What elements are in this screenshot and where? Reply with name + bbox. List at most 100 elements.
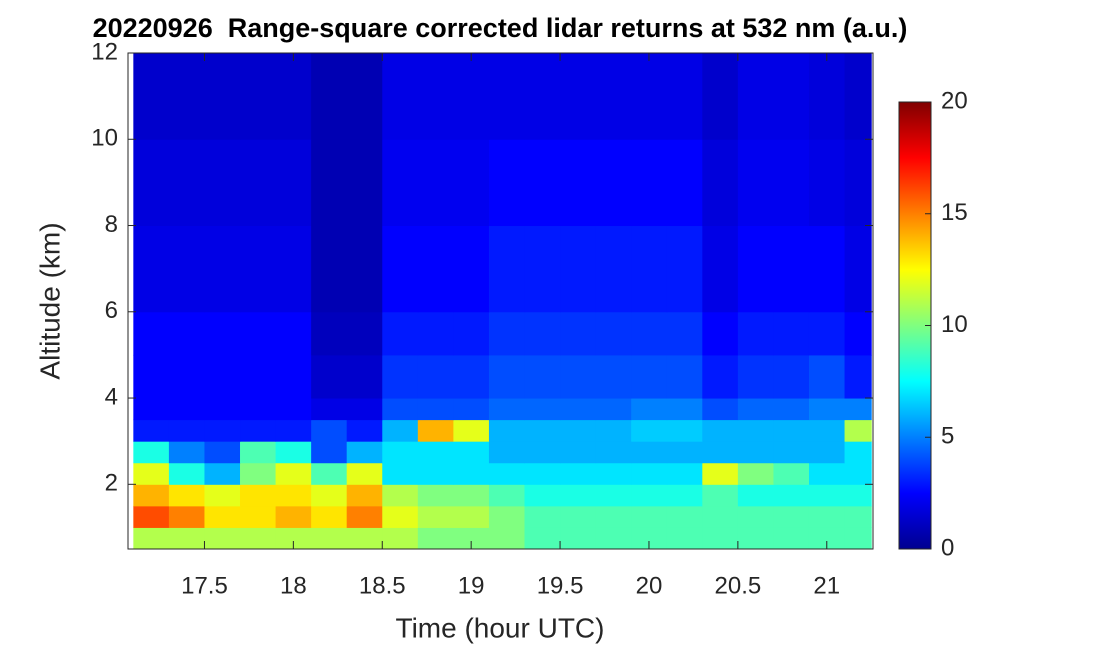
heatmap-cell [311, 441, 348, 464]
heatmap-cell [595, 462, 632, 485]
colorbar-tick-label: 10 [941, 311, 968, 338]
heatmap-cell [595, 139, 632, 227]
heatmap-cell [453, 484, 490, 507]
y-tick-label: 8 [105, 211, 118, 238]
heatmap-cell [773, 354, 810, 399]
heatmap-cell [844, 441, 872, 464]
heatmap-cell [133, 441, 170, 464]
heatmap-cell [240, 419, 277, 442]
heatmap-cell [595, 311, 632, 356]
heatmap-cell [737, 225, 774, 313]
heatmap-cell [240, 484, 277, 507]
heatmap-cell [453, 462, 490, 485]
x-tick-label: 18 [280, 572, 307, 599]
heatmap-cell [204, 505, 241, 528]
heatmap-cell [204, 419, 241, 442]
heatmap-cell [773, 441, 810, 464]
plot-frame [127, 52, 874, 550]
heatmap-cell [560, 527, 597, 550]
heatmap-cell [240, 311, 277, 356]
heatmap-cell [560, 225, 597, 313]
heatmap-cell [737, 484, 774, 507]
heatmap-cell [453, 225, 490, 313]
heatmap-cell [773, 527, 810, 550]
heatmap-cell [346, 398, 383, 421]
heatmap-cell [417, 53, 454, 140]
heatmap-cell [488, 311, 526, 356]
heatmap-cell [773, 311, 810, 356]
heatmap-cell [382, 484, 419, 507]
heatmap-cell [844, 311, 872, 356]
heatmap-cell [275, 139, 312, 227]
colorbar-tick-label: 0 [941, 534, 954, 561]
heatmap-cell [524, 398, 561, 421]
heatmap-cell [311, 354, 348, 399]
heatmap-cell [488, 484, 526, 507]
heatmap-cell [311, 225, 348, 313]
heatmap-cell [702, 398, 739, 421]
heatmap-cell [417, 225, 454, 313]
heatmap-cell [382, 419, 419, 442]
heatmap-cell [346, 419, 383, 442]
x-tick-label: 18.5 [359, 572, 406, 599]
heatmap-cell [666, 527, 703, 550]
y-tick-label: 6 [105, 297, 118, 324]
heatmap-cell [560, 419, 597, 442]
heatmap-cell [488, 53, 526, 140]
heatmap-cell [631, 225, 668, 313]
heatmap-cell [666, 441, 703, 464]
x-tick-label: 17.5 [181, 572, 228, 599]
heatmap-cell [275, 462, 312, 485]
heatmap-cell [631, 527, 668, 550]
heatmap-cell [702, 53, 739, 140]
heatmap-cell [417, 484, 454, 507]
heatmap-cell [666, 419, 703, 442]
heatmap-cell [275, 311, 312, 356]
heatmap-cell [595, 484, 632, 507]
heatmap-cell [844, 419, 872, 442]
heatmap-cell [311, 527, 348, 550]
y-tick-label: 4 [105, 383, 118, 410]
heatmap-cell [488, 441, 526, 464]
heatmap-cell [702, 527, 739, 550]
heatmap-cell [773, 398, 810, 421]
heatmap-cell [417, 419, 454, 442]
y-tick-label: 10 [91, 125, 118, 152]
heatmap-cell [773, 419, 810, 442]
heatmap-cell [204, 441, 241, 464]
heatmap-cell [453, 53, 490, 140]
heatmap [133, 53, 872, 550]
heatmap-cell [524, 354, 561, 399]
heatmap-cell [453, 505, 490, 528]
heatmap-cell [737, 354, 774, 399]
heatmap-cell [311, 419, 348, 442]
heatmap-cell [133, 139, 170, 227]
heatmap-cell [275, 419, 312, 442]
heatmap-cell [631, 139, 668, 227]
heatmap-cell [133, 527, 170, 550]
heatmap-cell [168, 139, 205, 227]
heatmap-cell [311, 139, 348, 227]
heatmap-cell [560, 462, 597, 485]
heatmap-cell [666, 139, 703, 227]
heatmap-cell [524, 505, 561, 528]
heatmap-cell [275, 53, 312, 140]
heatmap-cell [168, 505, 205, 528]
heatmap-cell [808, 419, 846, 442]
heatmap-cell [773, 505, 810, 528]
heatmap-cell [133, 398, 170, 421]
heatmap-cell [346, 139, 383, 227]
heatmap-cell [168, 419, 205, 442]
heatmap-cell [240, 398, 277, 421]
heatmap-cell [168, 462, 205, 485]
heatmap-cell [488, 505, 526, 528]
heatmap-cell [560, 441, 597, 464]
heatmap-cell [595, 225, 632, 313]
heatmap-cell [808, 53, 846, 140]
heatmap-cell [382, 398, 419, 421]
heatmap-cell [737, 139, 774, 227]
heatmap-cell [631, 462, 668, 485]
heatmap-cell [133, 225, 170, 313]
heatmap-cell [346, 505, 383, 528]
